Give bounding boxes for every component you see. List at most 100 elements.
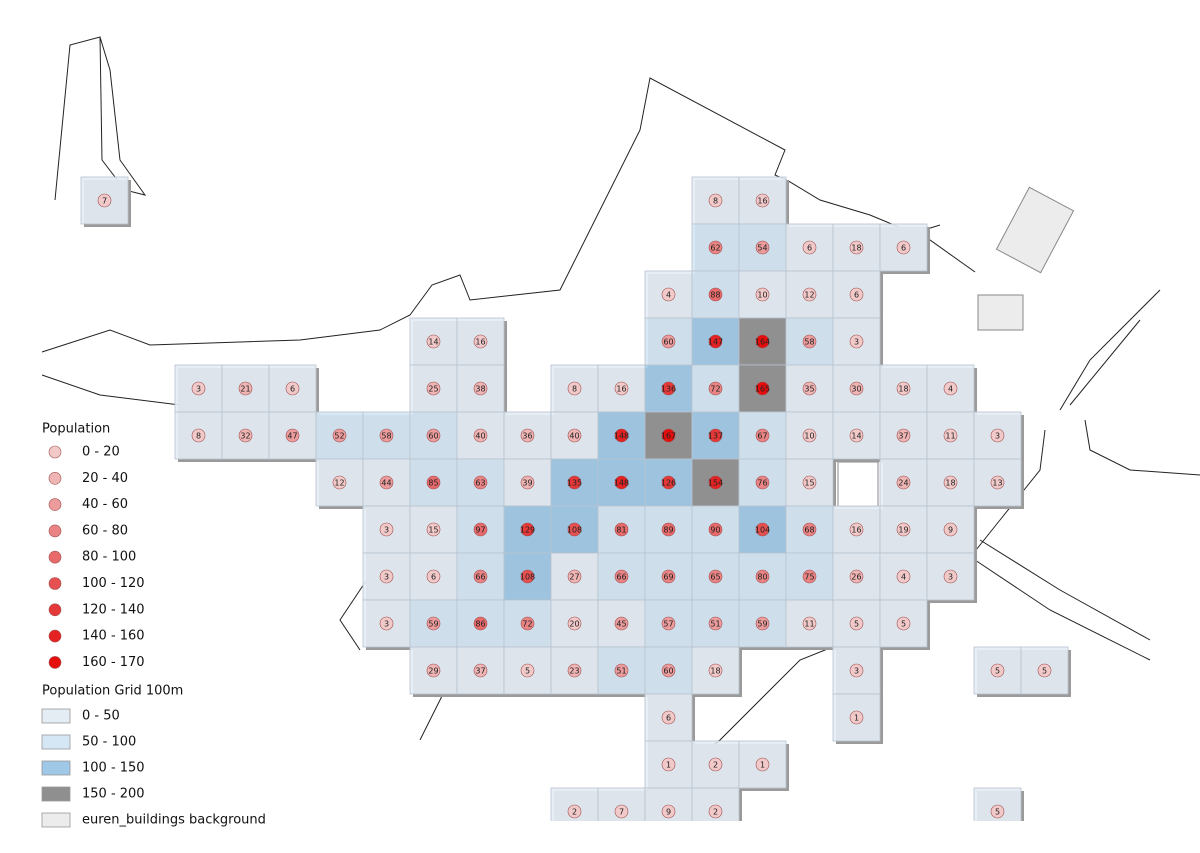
- population-dot: [661, 569, 676, 584]
- population-dot: [520, 663, 535, 678]
- population-dot: [332, 428, 347, 443]
- legend-symbol: [48, 550, 62, 564]
- cell-label: 15: [428, 526, 438, 535]
- population-dot: [379, 522, 394, 537]
- cell-label: 58: [381, 432, 391, 441]
- cell-label: 68: [804, 526, 814, 535]
- cell-label: 27: [569, 573, 579, 582]
- cell-label: 8: [572, 385, 577, 394]
- cell-label: 13: [992, 479, 1002, 488]
- legend-label: 0 - 20: [82, 445, 120, 460]
- legend-symbol: [41, 760, 71, 776]
- population-dot: [755, 240, 770, 255]
- cell-label: 8: [713, 197, 718, 206]
- cell-label: 135: [567, 479, 582, 488]
- cell-label: 12: [334, 479, 344, 488]
- legend-label: euren_buildings background: [82, 813, 266, 828]
- population-dot: [755, 428, 770, 443]
- population-dot: [755, 193, 770, 208]
- legend-label: 40 - 60: [82, 497, 128, 512]
- cell-label: 5: [854, 620, 859, 629]
- cell-label: 148: [614, 479, 629, 488]
- legend-symbol: [48, 603, 62, 617]
- legend-symbol: [48, 445, 62, 459]
- cell-label: 18: [851, 244, 861, 253]
- cell-label: 108: [567, 526, 582, 535]
- cell-label: 129: [520, 526, 535, 535]
- legend-symbol: [48, 524, 62, 538]
- grid-cell: [785, 599, 834, 648]
- cell-label: 72: [710, 385, 720, 394]
- legend-symbol: [48, 498, 62, 511]
- population-dot: [849, 616, 864, 631]
- population-dot: [708, 569, 723, 584]
- cell-label: 6: [290, 385, 295, 394]
- cell-label: 1: [760, 761, 765, 770]
- population-dot: [473, 428, 488, 443]
- population-dot: [520, 522, 535, 537]
- cell-label: 4: [901, 573, 906, 582]
- population-dot: [708, 616, 723, 631]
- population-dot: [426, 663, 441, 678]
- cell-label: 11: [804, 620, 814, 629]
- population-dot: [661, 804, 676, 819]
- cell-label: 65: [710, 573, 720, 582]
- cell-label: 51: [710, 620, 720, 629]
- population-dot: [567, 428, 582, 443]
- cell-label: 3: [854, 667, 859, 676]
- cell-label: 2: [713, 761, 718, 770]
- grid-cell: [221, 411, 270, 460]
- cell-label: 2: [713, 808, 718, 817]
- legend-label: 80 - 100: [82, 550, 136, 565]
- population-dot: [473, 381, 488, 396]
- population-dot: [614, 428, 629, 443]
- cell-label: 57: [663, 620, 673, 629]
- population-dot: [802, 240, 817, 255]
- population-dot: [379, 569, 394, 584]
- cell-label: 18: [898, 385, 908, 394]
- legend-symbol: [48, 629, 62, 643]
- population-dot: [426, 475, 441, 490]
- cell-label: 40: [475, 432, 485, 441]
- cell-label: 8: [196, 432, 201, 441]
- cell-label: 24: [898, 479, 908, 488]
- legend-label: 20 - 40: [82, 471, 128, 486]
- legend-symbol: [41, 786, 71, 802]
- population-dot: [473, 475, 488, 490]
- population-dot: [567, 522, 582, 537]
- cell-label: 14: [428, 338, 438, 347]
- population-dot: [708, 522, 723, 537]
- cell-label: 18: [945, 479, 955, 488]
- cell-label: 45: [616, 620, 626, 629]
- population-dot: [990, 428, 1005, 443]
- population-dot: [614, 616, 629, 631]
- population-dot: [238, 381, 253, 396]
- population-dot: [285, 428, 300, 443]
- cell-label: 16: [475, 338, 485, 347]
- cell-label: 20: [569, 620, 579, 629]
- cell-label: 21: [240, 385, 250, 394]
- cell-label: 54: [757, 244, 767, 253]
- population-dot: [567, 475, 582, 490]
- population-dot: [473, 616, 488, 631]
- legend-label: 100 - 150: [82, 761, 145, 776]
- legend-symbol: [48, 656, 62, 669]
- legend-symbol: [48, 577, 62, 590]
- cell-label: 5: [525, 667, 530, 676]
- cell-label: 4: [948, 385, 953, 394]
- grid-cell: [409, 364, 458, 413]
- cell-label: 88: [710, 291, 720, 300]
- cell-label: 44: [381, 479, 391, 488]
- population-dot: [708, 334, 723, 349]
- cell-label: 75: [804, 573, 814, 582]
- population-dot: [379, 616, 394, 631]
- cell-label: 67: [757, 432, 767, 441]
- cell-label: 2: [572, 808, 577, 817]
- cell-label: 36: [522, 432, 532, 441]
- population-dot: [661, 381, 676, 396]
- population-dot: [191, 381, 206, 396]
- cell-label: 59: [757, 620, 767, 629]
- cell-label: 3: [384, 620, 389, 629]
- population-dot: [849, 287, 864, 302]
